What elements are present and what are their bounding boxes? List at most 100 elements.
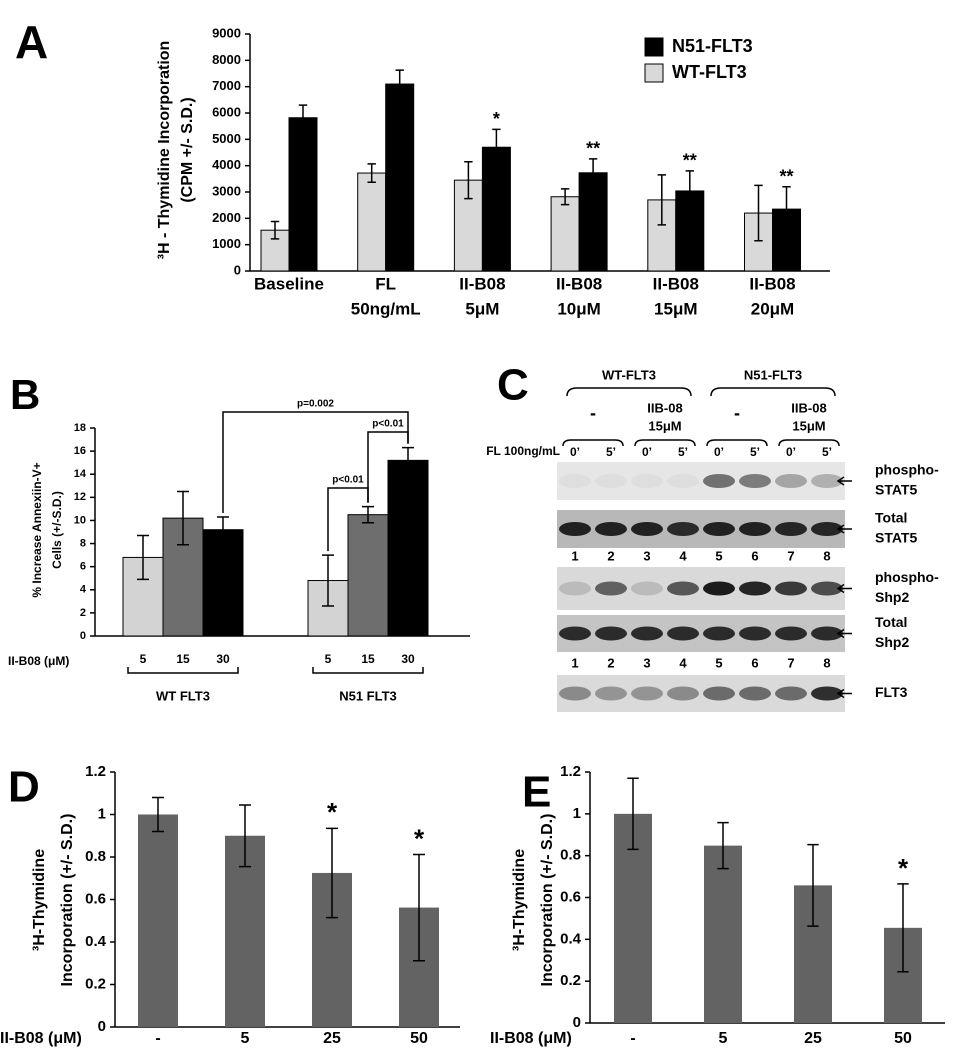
- x-tick-label: 10μM: [557, 299, 600, 318]
- legend-swatch: [644, 37, 664, 57]
- x-tick-label: 50ng/mL: [351, 299, 421, 318]
- error-bar: [152, 796, 164, 833]
- y-tick-label: 2: [80, 607, 86, 619]
- blot-band: [811, 522, 843, 536]
- blot-band: [631, 522, 663, 536]
- lane-number: 4: [679, 548, 687, 563]
- error-bar: [588, 158, 598, 188]
- blot-band: [631, 474, 663, 488]
- significance: **: [586, 139, 600, 159]
- row-label: Shp2: [875, 589, 909, 605]
- error-bar: [560, 188, 570, 206]
- y-tick-label: 4000: [212, 157, 241, 172]
- group-bracket: [312, 667, 424, 674]
- x-tick-label: II-B08: [653, 274, 699, 293]
- lane-number: 2: [607, 655, 614, 670]
- x-tick-label: FL: [375, 274, 396, 293]
- x-tick-label: 50: [894, 1030, 912, 1047]
- blot-band: [775, 581, 807, 596]
- error-bar: [657, 174, 666, 226]
- x-axis-label: II-B08 (μM): [0, 1030, 82, 1047]
- x-tick-label: 15: [361, 652, 375, 666]
- time-label: 0’: [714, 445, 724, 459]
- blot-band: [559, 686, 591, 701]
- bar: [347, 514, 389, 637]
- time-label: 5’: [678, 445, 688, 459]
- x-tick-label: II-B08: [459, 274, 505, 293]
- x-tick-label: -: [630, 1030, 635, 1047]
- error-bar: [897, 883, 909, 973]
- error-bar: [270, 220, 280, 240]
- row-arrow: [836, 688, 852, 699]
- x-tick-label: 25: [804, 1030, 822, 1047]
- x-tick-label: 30: [401, 652, 415, 666]
- error-bar: [326, 827, 338, 919]
- lane-number: 8: [823, 548, 830, 563]
- blot-band: [631, 686, 663, 701]
- significance: *: [414, 823, 425, 853]
- blot-band: [667, 581, 699, 596]
- error-bar: [137, 534, 149, 581]
- legend-label: WT-FLT3: [672, 62, 747, 82]
- blot-band: [703, 626, 735, 641]
- lane-number: 1: [571, 548, 578, 563]
- condition-brace: [778, 439, 840, 447]
- y-axis-label: Incorporation (+/- S.D.): [539, 814, 556, 987]
- lane-number: 7: [787, 655, 794, 670]
- y-tick-label: 0.6: [560, 888, 581, 905]
- error-bar: [217, 516, 229, 544]
- y-tick-label: 1: [98, 805, 106, 822]
- lane-number: 1: [571, 655, 578, 670]
- y-tick-label: 0.2: [560, 972, 581, 989]
- bar: [578, 172, 608, 272]
- y-axis-label: (CPM +/- S.D.): [179, 97, 196, 202]
- treatment-label: FL 100ng/mL: [486, 444, 560, 458]
- x-tick-label: II-B08: [556, 274, 602, 293]
- y-tick-label: 3000: [212, 183, 241, 198]
- time-label: 5’: [822, 445, 832, 459]
- y-tick-label: 4: [80, 584, 87, 596]
- x-tick-label: 15μM: [654, 299, 697, 318]
- time-label: 0’: [642, 445, 652, 459]
- error-bar: [492, 128, 501, 166]
- error-bar: [754, 184, 763, 242]
- y-axis-label: Incorporation (+/- S.D.): [59, 814, 76, 987]
- y-tick-label: 6: [80, 561, 86, 573]
- panel-label: A: [15, 16, 48, 68]
- y-tick-label: 0.2: [85, 975, 106, 992]
- blot-band: [739, 686, 771, 701]
- bar: [704, 845, 742, 1023]
- lane-number: 7: [787, 548, 794, 563]
- y-axis-label: ³H-Thymidine: [31, 849, 48, 951]
- group-brace: [710, 387, 836, 397]
- x-tick-label: 5: [241, 1030, 250, 1047]
- time-label: 0’: [570, 445, 580, 459]
- y-tick-label: 12: [74, 491, 86, 503]
- x-tick-label: -: [155, 1030, 160, 1047]
- bar: [385, 83, 415, 272]
- row-label: Total: [875, 614, 907, 630]
- significance: **: [779, 166, 793, 186]
- lane-number: 5: [715, 548, 722, 563]
- x-tick-label: 5: [325, 652, 332, 666]
- legend-label: N51-FLT3: [672, 36, 753, 56]
- y-tick-label: 1000: [212, 236, 241, 251]
- x-tick-label: 50: [410, 1030, 428, 1047]
- group-brace: [566, 387, 692, 397]
- comparison-label: p<0.01: [372, 419, 404, 430]
- y-tick-label: 0: [234, 262, 241, 277]
- blot-band: [631, 581, 663, 596]
- bar: [550, 196, 580, 272]
- error-bar: [362, 505, 374, 524]
- blot-band: [775, 474, 807, 488]
- row-label: STAT5: [875, 482, 917, 498]
- error-bar: [717, 821, 729, 870]
- blot-band: [739, 626, 771, 641]
- y-tick-label: 0.8: [560, 847, 581, 864]
- time-label: 0’: [786, 445, 796, 459]
- time-label: 5’: [750, 445, 760, 459]
- y-tick-label: 1.2: [85, 763, 106, 780]
- blot-band: [775, 686, 807, 701]
- y-tick-label: 0.4: [85, 933, 107, 950]
